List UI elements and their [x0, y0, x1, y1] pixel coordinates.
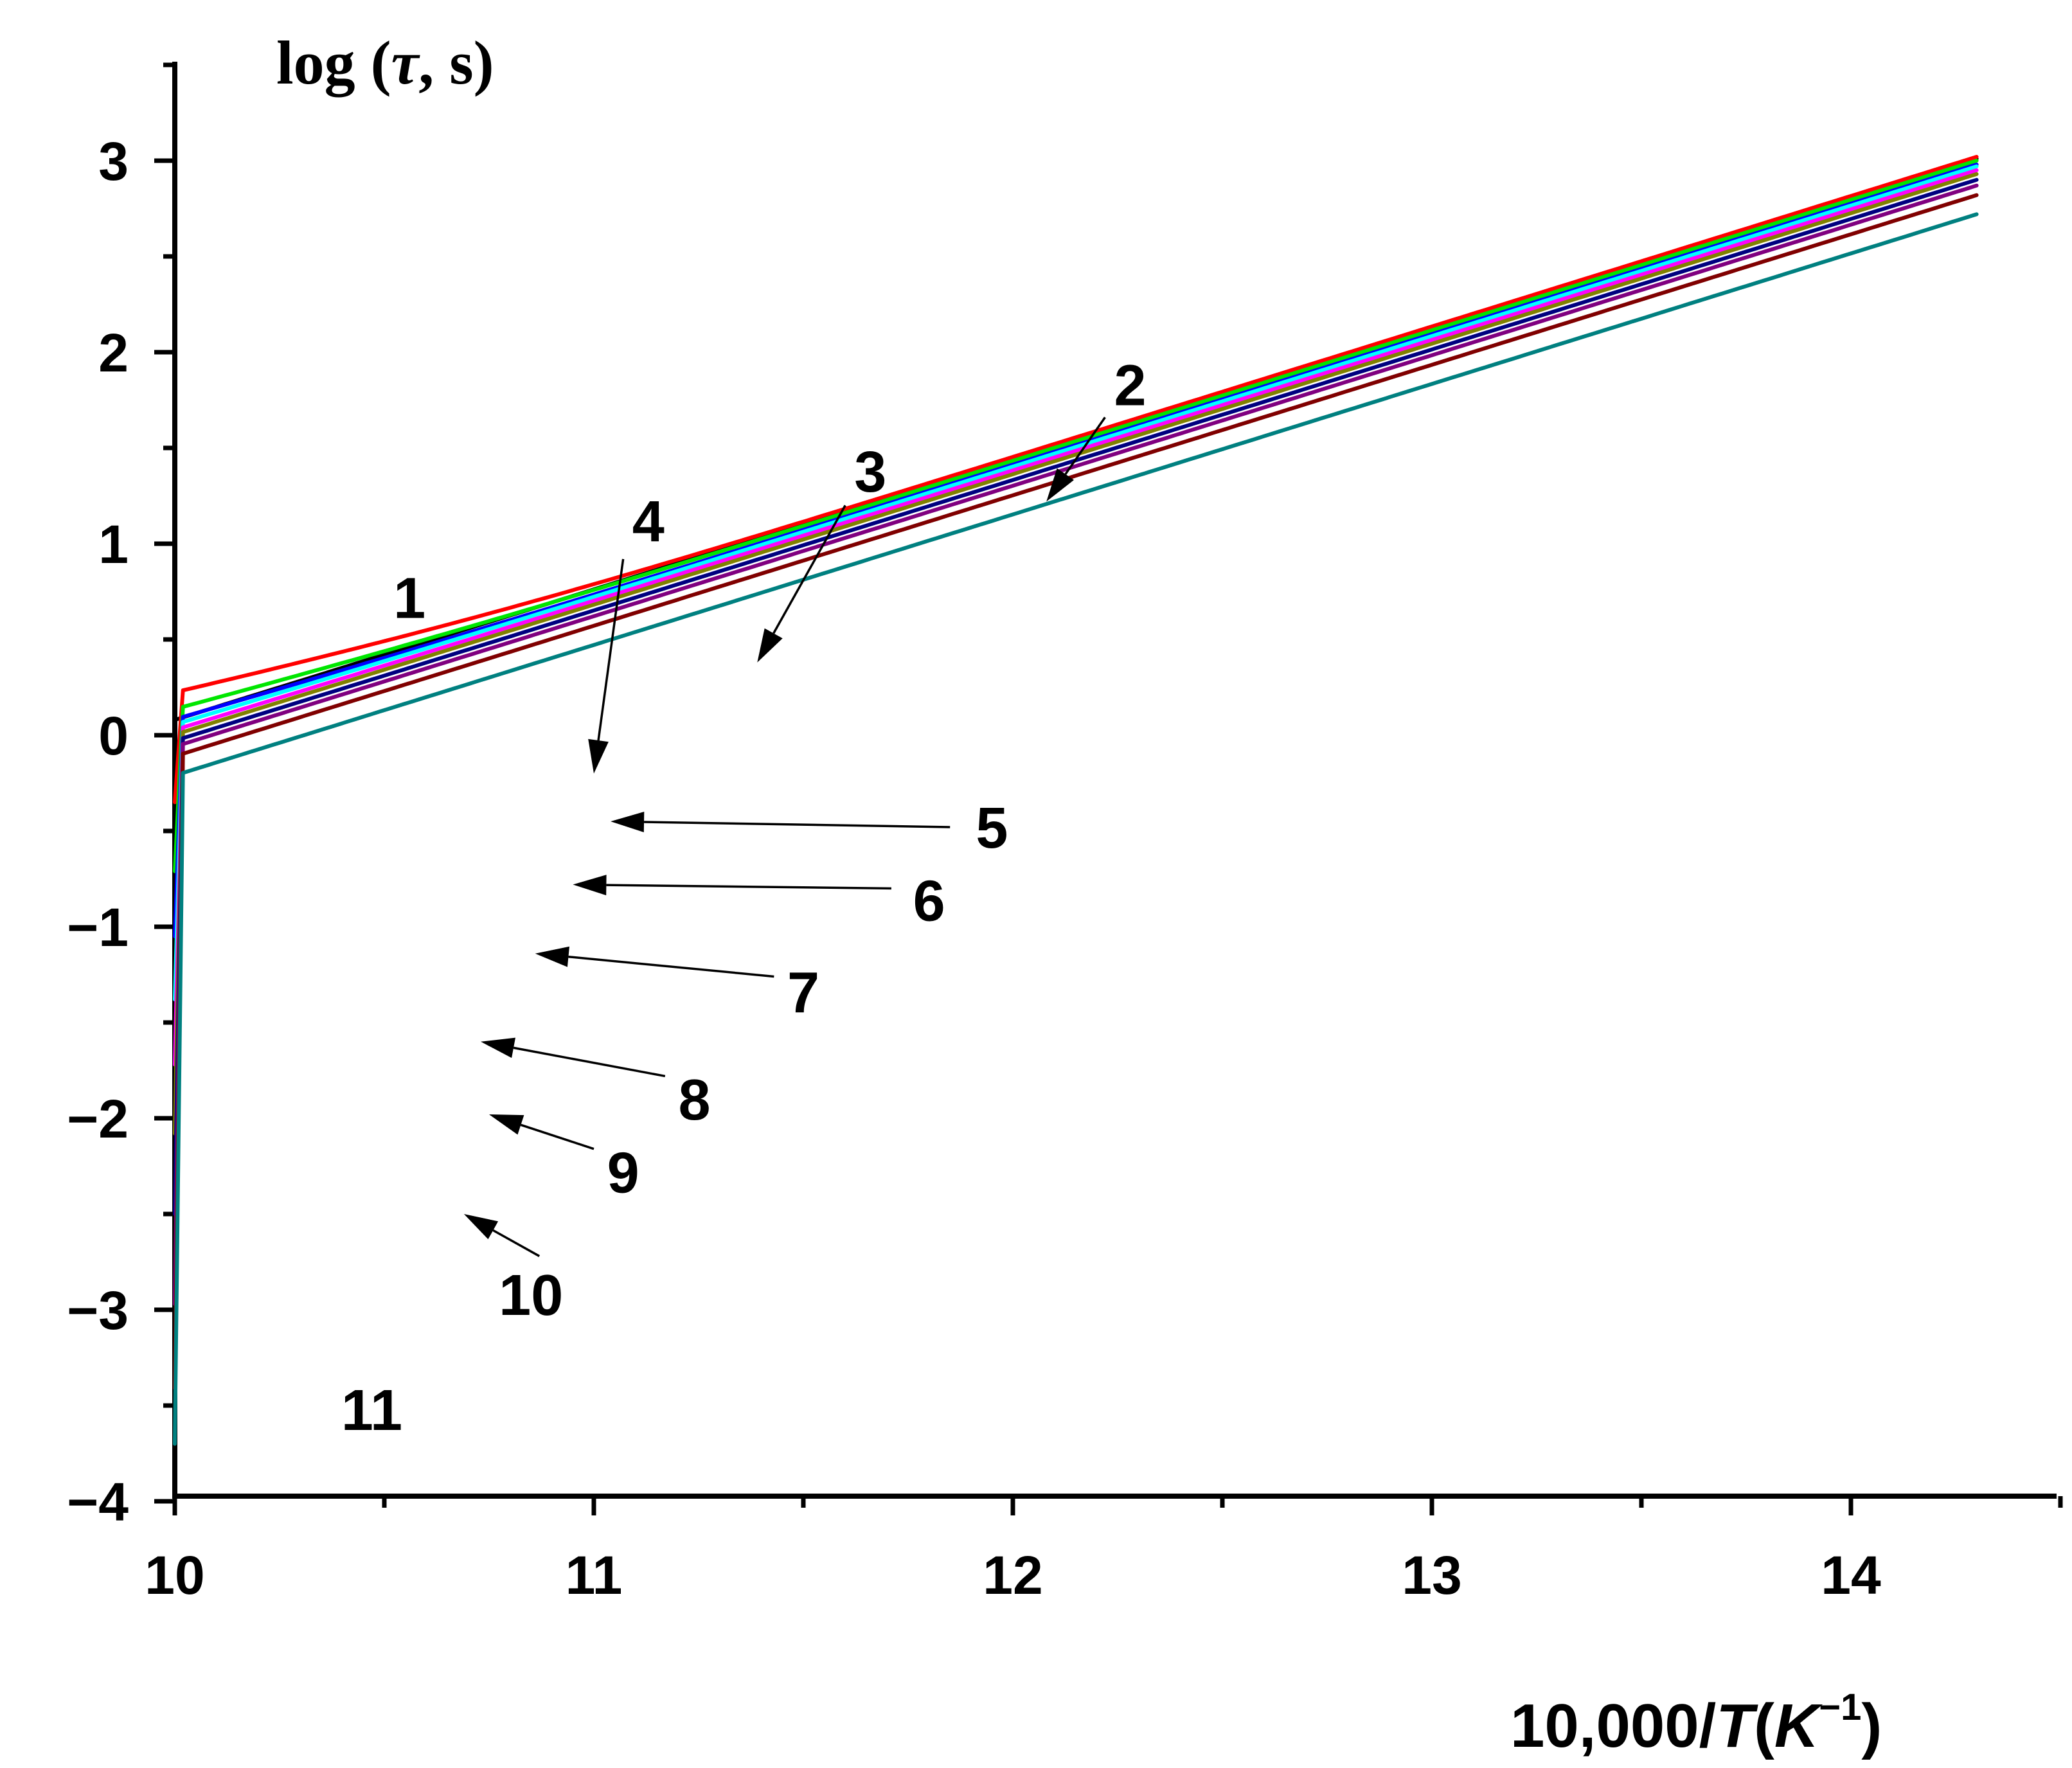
y-tick-label: 0: [98, 706, 129, 766]
series-line-7: [173, 172, 1979, 1136]
curve-label-4: 4: [632, 490, 665, 554]
y-tick-label: 3: [98, 131, 129, 192]
y-tick-label: −4: [67, 1472, 129, 1532]
curve-label-10: 10: [499, 1263, 563, 1328]
arrow-line-5: [644, 821, 951, 828]
curve-label-8: 8: [678, 1068, 710, 1132]
arrow-line-8: [513, 1046, 666, 1078]
series-line-3: [173, 159, 1979, 873]
arrow-head-7: [535, 946, 569, 967]
x-tick-label: 13: [1402, 1545, 1461, 1605]
curve-label-6: 6: [913, 869, 945, 933]
curve-label-3: 3: [854, 440, 886, 505]
arrow-line-3: [773, 505, 846, 634]
series-lines: [173, 155, 1979, 1446]
arrow-head-5: [611, 812, 645, 832]
series-line-8: [173, 177, 1979, 1216]
y-tick-label: −2: [67, 1089, 129, 1149]
arrow-line-4: [597, 558, 625, 741]
curve-labels: 1 2 3 4 56 7 89 10 11: [341, 354, 1147, 1443]
series-line-9: [173, 183, 1979, 1307]
curve-label-2: 2: [1114, 354, 1147, 418]
arrow-line-7: [568, 955, 774, 978]
series-line-10: [173, 193, 1979, 1391]
curve-label-7: 7: [787, 961, 819, 1025]
arrow-head-8: [481, 1037, 515, 1058]
x-tick-label: 14: [1821, 1545, 1881, 1605]
arrow-head-6: [573, 875, 607, 896]
arrow-head-10: [463, 1214, 499, 1240]
x-axis-label: 10,000/T(K−1): [1510, 1686, 1882, 1760]
arrow-head-9: [489, 1114, 524, 1135]
arrow-head-4: [588, 738, 609, 774]
arrow-line-2: [1064, 416, 1106, 475]
curve-label-11: 11: [341, 1379, 402, 1443]
series-line-2: [173, 155, 1979, 805]
y-tick-label: 1: [98, 514, 129, 575]
ticks: [154, 62, 2063, 1515]
curve-label-1: 1: [393, 566, 425, 630]
arrow-line-10: [492, 1229, 540, 1258]
series-line-11: [173, 212, 1979, 1446]
y-tick-label: −3: [67, 1280, 129, 1341]
arrow-head-3: [757, 628, 783, 663]
curve-label-9: 9: [607, 1141, 639, 1205]
tau-symbol: τ: [391, 28, 421, 97]
x-tick-label: 12: [983, 1545, 1042, 1605]
y-axis-label: log (τ, s): [276, 28, 494, 97]
arrow-line-6: [606, 884, 891, 890]
y-tick-label: 2: [98, 323, 129, 383]
series-line-5: [173, 164, 1979, 1002]
curve-label-5: 5: [976, 796, 1008, 861]
arrow-head-2: [1046, 468, 1074, 502]
x-tick-label: 10: [145, 1545, 204, 1605]
x-tick-label: 11: [566, 1545, 623, 1605]
y-tick-label: −1: [67, 897, 129, 958]
arrow-line-9: [520, 1123, 594, 1150]
series-line-6: [173, 168, 1979, 1067]
annotation-arrows: [463, 416, 1106, 1258]
